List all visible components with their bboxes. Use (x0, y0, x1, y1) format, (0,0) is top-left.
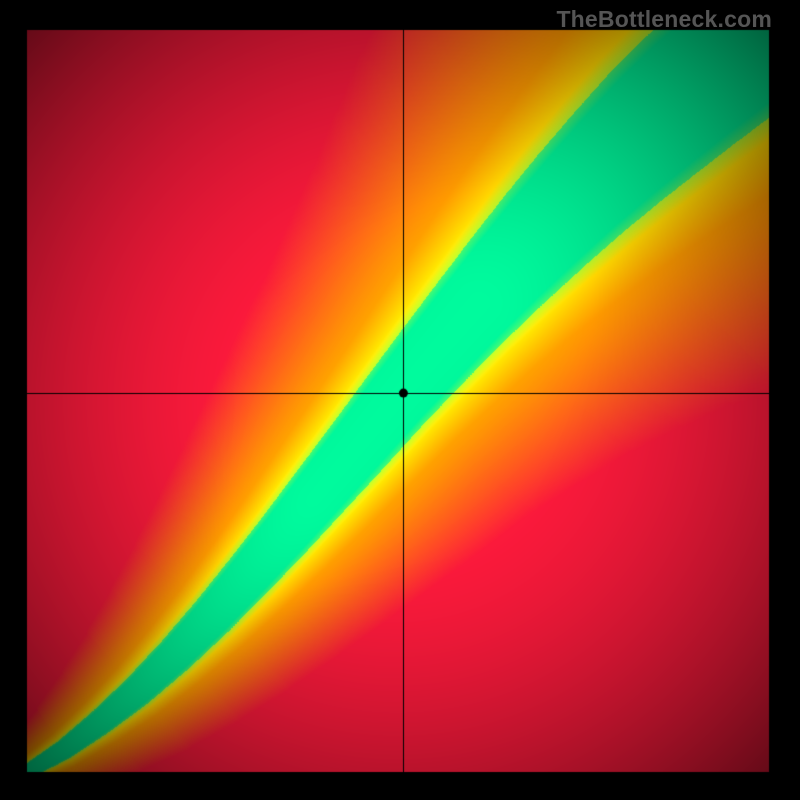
watermark-text: TheBottleneck.com (556, 6, 772, 33)
bottleneck-heatmap (0, 0, 800, 800)
